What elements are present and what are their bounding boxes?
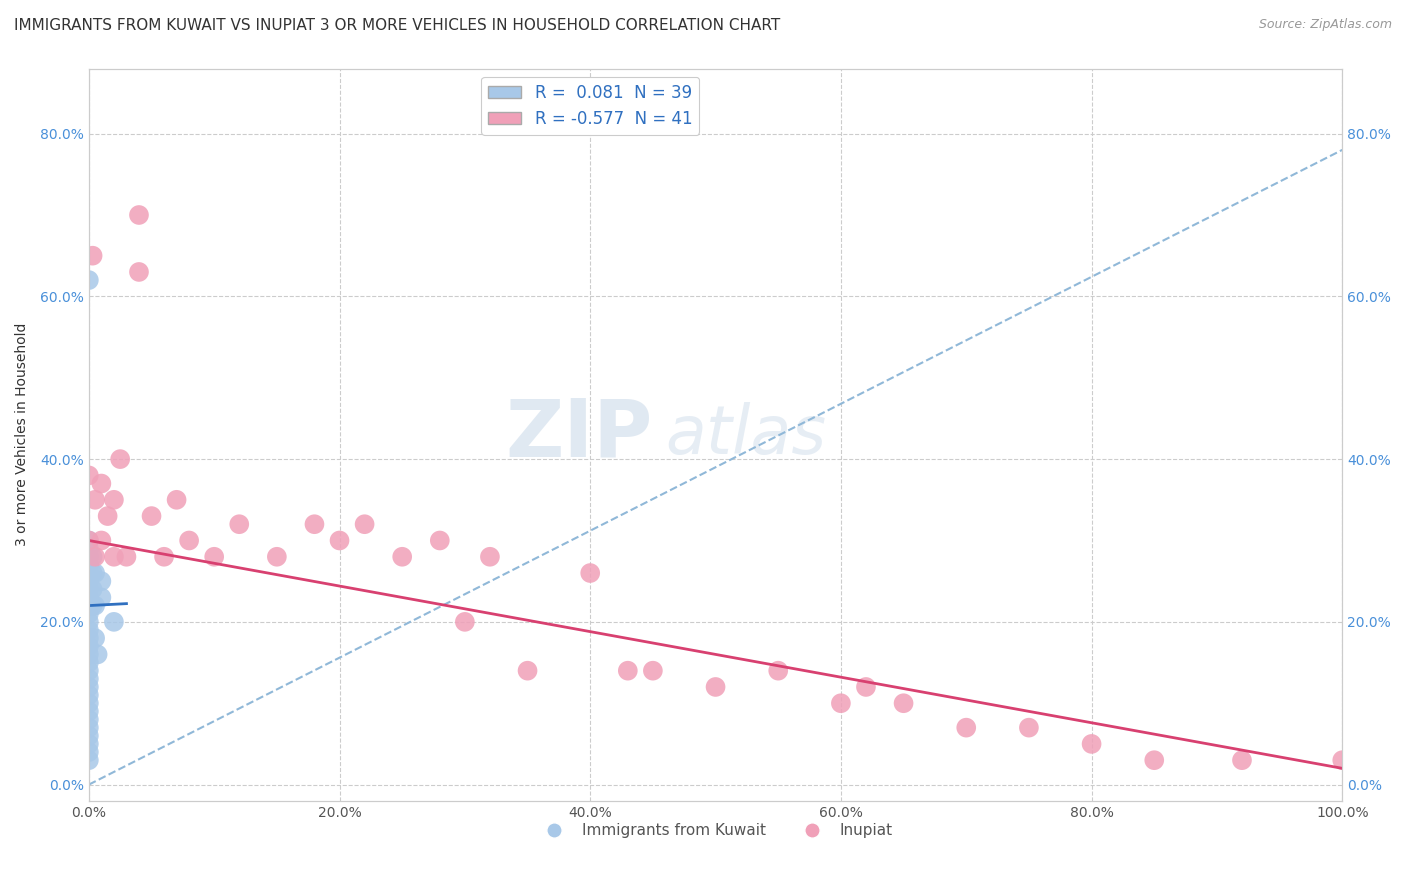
Point <box>202 549 225 564</box>
Point <box>1143 753 1166 767</box>
Point <box>153 549 176 564</box>
Point <box>77 656 100 670</box>
Point <box>166 492 188 507</box>
Point <box>84 566 107 580</box>
Point <box>77 533 100 548</box>
Point <box>84 599 107 613</box>
Point <box>77 558 100 572</box>
Point <box>641 664 664 678</box>
Point <box>855 680 877 694</box>
Point <box>77 623 100 637</box>
Point <box>77 566 100 580</box>
Point <box>77 273 100 287</box>
Text: IMMIGRANTS FROM KUWAIT VS INUPIAT 3 OR MORE VEHICLES IN HOUSEHOLD CORRELATION CH: IMMIGRANTS FROM KUWAIT VS INUPIAT 3 OR M… <box>14 18 780 33</box>
Point <box>82 549 104 564</box>
Legend: Immigrants from Kuwait, Inupiat: Immigrants from Kuwait, Inupiat <box>533 817 898 845</box>
Point <box>77 640 100 654</box>
Point <box>266 549 288 564</box>
Point <box>328 533 350 548</box>
Point <box>1018 721 1040 735</box>
Point <box>893 696 915 710</box>
Point <box>77 680 100 694</box>
Point <box>77 753 100 767</box>
Point <box>84 492 107 507</box>
Point <box>77 549 100 564</box>
Point <box>1230 753 1253 767</box>
Text: ZIP: ZIP <box>506 396 652 474</box>
Point <box>304 517 326 532</box>
Point <box>77 737 100 751</box>
Text: Source: ZipAtlas.com: Source: ZipAtlas.com <box>1258 18 1392 31</box>
Point <box>353 517 375 532</box>
Point <box>82 582 104 597</box>
Point <box>90 591 112 605</box>
Point <box>454 615 477 629</box>
Point <box>115 549 138 564</box>
Point <box>77 696 100 710</box>
Point <box>429 533 451 548</box>
Point <box>82 599 104 613</box>
Point <box>128 265 150 279</box>
Point <box>90 574 112 589</box>
Y-axis label: 3 or more Vehicles in Household: 3 or more Vehicles in Household <box>15 323 30 547</box>
Point <box>77 591 100 605</box>
Point <box>516 664 538 678</box>
Point <box>77 704 100 718</box>
Text: atlas: atlas <box>665 401 827 467</box>
Point <box>77 468 100 483</box>
Point <box>90 533 112 548</box>
Point <box>77 688 100 702</box>
Point <box>77 721 100 735</box>
Point <box>77 631 100 645</box>
Point <box>77 672 100 686</box>
Point <box>77 664 100 678</box>
Point <box>391 549 413 564</box>
Point <box>830 696 852 710</box>
Point <box>768 664 790 678</box>
Point <box>1080 737 1102 751</box>
Point <box>77 729 100 743</box>
Point <box>478 549 501 564</box>
Point <box>90 476 112 491</box>
Point <box>82 566 104 580</box>
Point <box>77 615 100 629</box>
Point <box>103 549 125 564</box>
Point <box>77 745 100 759</box>
Point <box>77 607 100 621</box>
Point <box>103 492 125 507</box>
Point <box>77 541 100 556</box>
Point <box>77 599 100 613</box>
Point <box>128 208 150 222</box>
Point <box>77 574 100 589</box>
Point <box>1331 753 1354 767</box>
Point <box>77 648 100 662</box>
Point <box>84 631 107 645</box>
Point <box>77 533 100 548</box>
Point <box>86 648 108 662</box>
Point <box>82 249 104 263</box>
Point <box>77 713 100 727</box>
Point <box>179 533 201 548</box>
Point <box>141 509 163 524</box>
Point <box>704 680 727 694</box>
Point <box>97 509 120 524</box>
Point <box>579 566 602 580</box>
Point <box>955 721 977 735</box>
Point <box>228 517 250 532</box>
Point <box>77 582 100 597</box>
Point <box>108 452 131 467</box>
Point <box>103 615 125 629</box>
Point <box>84 549 107 564</box>
Point <box>617 664 640 678</box>
